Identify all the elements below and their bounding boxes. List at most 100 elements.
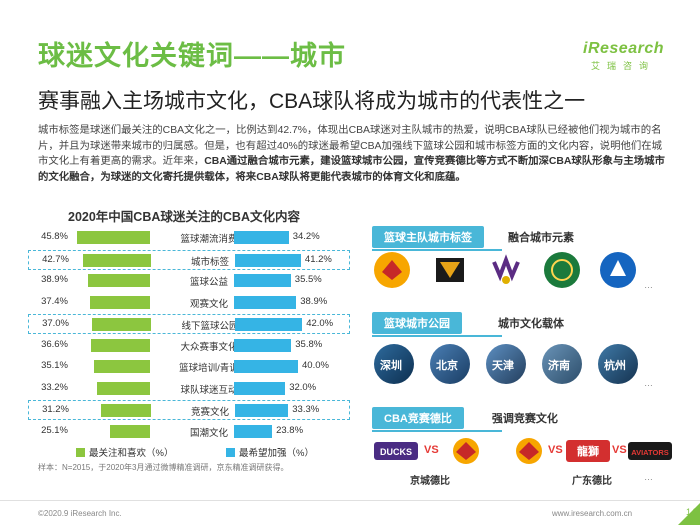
logo-subtext: 艾瑞咨询 xyxy=(591,61,656,71)
sample-note: 样本：N=2015，于2020年3月通过微博精准调研，京东精准调研获得。 xyxy=(38,463,289,472)
park-photo-shenzhen: 深圳 xyxy=(374,344,414,384)
body-text-bold: CBA通过融合城市元素，建设篮球城市公园，宣传竞赛德比等方式不断加深CBA球队形… xyxy=(38,156,665,183)
value-label-left: 45.8% xyxy=(41,231,68,242)
bar-right xyxy=(234,295,297,309)
value-label-right: 40.0% xyxy=(302,360,329,371)
tag-basketball-parks: 篮球城市公园 xyxy=(372,312,462,334)
bar-right xyxy=(234,338,292,352)
section-city-parks: 篮球城市公园 城市文化载体 xyxy=(372,312,662,337)
chart-row: 35.1% 篮球培训/青训 40.0% xyxy=(28,357,348,375)
legend-swatch-green xyxy=(76,447,85,457)
team-logo-beijing-shougang xyxy=(453,438,479,464)
bar-right xyxy=(235,404,289,417)
city-name-tianjin: 天津 xyxy=(492,360,514,372)
svg-text:AVIATORS: AVIATORS xyxy=(631,448,669,457)
park-photo-beijing: 北京 xyxy=(430,344,470,384)
value-label-left: 35.1% xyxy=(41,360,68,371)
note-competition: 强调竞赛文化 xyxy=(491,413,558,425)
category-label: 篮球公益 xyxy=(189,277,228,288)
city-name-beijing: 北京 xyxy=(436,360,458,372)
note-city-elements: 融合城市元素 xyxy=(508,232,574,244)
park-photo-hangzhou: 杭州 xyxy=(598,344,638,384)
section-derby: CBA竞赛德比 强调竞赛文化 xyxy=(372,407,662,432)
city-name-jinan: 济南 xyxy=(548,360,570,372)
value-label-left: 38.9% xyxy=(41,274,68,285)
bar-left xyxy=(82,253,151,267)
park-photo-tianjin: 天津 xyxy=(486,344,526,384)
value-label-right: 32.0% xyxy=(289,381,317,393)
tag-city-labels: 篮球主队城市标签 xyxy=(372,226,484,248)
chart-row: 25.1% 国潮文化 23.8% xyxy=(28,422,348,440)
value-label-right: 34.2% xyxy=(292,231,320,242)
category-label: 城市标签 xyxy=(190,256,229,268)
value-label-left: 25.1% xyxy=(41,424,68,436)
city-name-hangzhou: 杭州 xyxy=(604,360,626,372)
value-label-right: 41.2% xyxy=(304,253,332,265)
category-label: 竞赛文化 xyxy=(190,407,229,418)
chart-title: 2020年中国CBA球迷关注的CBA文化内容 xyxy=(68,210,300,224)
bar-right xyxy=(234,274,291,287)
body-paragraph: 城市标签是球迷们最关注的CBA文化之一，比例达到42.7%，体现出CBA球迷对主… xyxy=(38,123,665,185)
bar-left xyxy=(76,231,150,244)
value-label-left: 37.0% xyxy=(42,318,69,329)
bar-right xyxy=(234,231,289,244)
value-label-left: 37.4% xyxy=(41,295,68,307)
team-logo-army xyxy=(432,252,468,288)
legend-label-right: 最希望加强（%） xyxy=(239,448,314,459)
city-park-photos: 深圳 北京 天津 济南 杭州 … xyxy=(370,342,660,392)
chart-row: 33.2% 球队球迷互动 32.0% xyxy=(28,379,348,397)
ellipsis-3: … xyxy=(644,472,653,482)
team-logo-guangdong-southern-tigers xyxy=(516,438,542,464)
team-logo-guangdong xyxy=(374,252,410,288)
legend-swatch-blue xyxy=(226,447,235,457)
chart-row: 45.8% 篮球潮流消费 34.2% xyxy=(28,228,348,246)
legend-label-left: 最关注和喜欢（%） xyxy=(89,448,174,459)
iresearch-logo: iResearch 艾瑞咨询 xyxy=(583,40,664,72)
team-logos: … xyxy=(370,250,660,294)
bar-left xyxy=(101,404,151,417)
chart-row: 36.6% 大众赛事文化 35.8% xyxy=(28,336,348,354)
category-label: 篮球潮流消费 xyxy=(180,234,238,245)
svg-text:DUCKS: DUCKS xyxy=(380,447,412,457)
value-label-left: 36.6% xyxy=(41,338,68,350)
category-label: 国潮文化 xyxy=(189,427,228,439)
team-logo-kings xyxy=(488,252,524,288)
ellipsis-1: … xyxy=(644,280,653,290)
chart-row: 42.7% 城市标签 41.2% xyxy=(28,249,350,270)
category-label: 篮球培训/青训 xyxy=(179,363,239,374)
value-label-right: 33.3% xyxy=(292,404,320,415)
bar-left xyxy=(93,360,150,373)
note-city-culture: 城市文化载体 xyxy=(498,318,564,330)
bar-left xyxy=(90,295,150,309)
value-label-right: 42.0% xyxy=(306,318,334,329)
value-label-left: 31.2% xyxy=(42,404,69,415)
category-label: 线下篮球公园 xyxy=(181,321,239,332)
category-label: 观赛文化 xyxy=(189,298,228,310)
ellipsis-2: … xyxy=(644,378,653,388)
vs-label-1: VS xyxy=(424,444,439,456)
chart-row: 31.2% 竞赛文化 33.3% xyxy=(28,400,350,420)
bar-right xyxy=(234,360,298,373)
tag-cba-derby: CBA竞赛德比 xyxy=(372,407,464,429)
bar-left xyxy=(91,318,151,331)
vs-label-2: VS xyxy=(548,444,563,456)
team-logo-ducks: DUCKS xyxy=(374,442,418,460)
value-label-right: 38.9% xyxy=(300,295,328,307)
chart-row: 37.0% 线下篮球公园 42.0% xyxy=(28,314,350,334)
derby-beijing: DUCKS VS 京城德比 xyxy=(372,432,512,492)
svg-text:龍獅: 龍獅 xyxy=(577,444,599,458)
section-city-tags: 篮球主队城市标签 融合城市元素 xyxy=(372,226,662,251)
value-label-right: 35.5% xyxy=(294,274,322,285)
team-logo-aviators: AVIATORS xyxy=(628,442,672,460)
footer-copyright: ©2020.9 iResearch Inc. xyxy=(38,509,122,518)
divider-line xyxy=(372,430,502,432)
bar-right xyxy=(235,253,301,267)
bar-left xyxy=(109,424,150,438)
value-label-right: 23.8% xyxy=(276,424,304,436)
footer-divider xyxy=(0,500,700,501)
legend-right: 最希望加强（%） xyxy=(226,445,314,459)
footer-url: www.iresearch.com.cn xyxy=(552,509,633,518)
value-label-left: 42.7% xyxy=(42,253,69,265)
divider-line xyxy=(372,335,502,337)
value-label-right: 35.8% xyxy=(295,338,323,350)
